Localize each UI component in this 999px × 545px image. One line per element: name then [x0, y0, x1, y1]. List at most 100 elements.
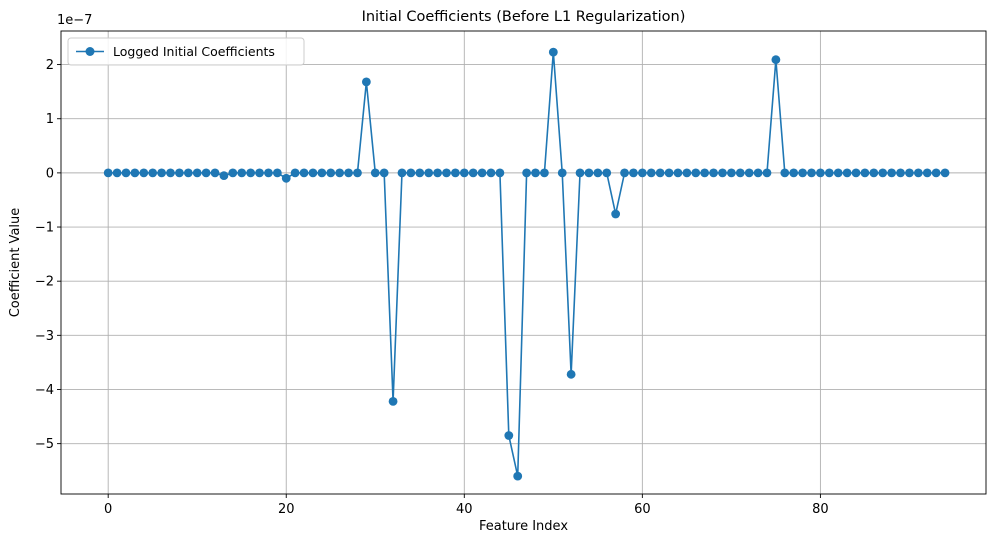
x-axis-label: Feature Index: [479, 519, 568, 534]
data-point: [442, 168, 451, 178]
data-point: [762, 168, 772, 178]
data-point: [584, 168, 594, 178]
x-tick-label: 60: [634, 502, 651, 517]
data-point: [593, 168, 603, 178]
data-point: [335, 168, 345, 178]
data-point: [513, 471, 523, 481]
data-point: [851, 168, 861, 178]
data-point: [361, 77, 371, 87]
data-point: [112, 168, 122, 178]
data-point: [798, 168, 807, 178]
data-point: [281, 173, 291, 183]
data-point: [646, 168, 656, 178]
data-point: [495, 168, 505, 178]
data-point: [931, 168, 941, 178]
y-tick-label: −2: [35, 275, 54, 290]
data-point: [121, 168, 131, 178]
x-tick-label: 40: [456, 502, 473, 517]
data-point: [629, 168, 638, 178]
data-point: [228, 168, 238, 178]
y-tick-label: −4: [35, 383, 54, 398]
data-point: [611, 209, 621, 219]
data-point: [637, 168, 647, 178]
data-point: [807, 168, 816, 178]
y-axis-label: Coefficient Value: [8, 208, 23, 318]
data-point: [575, 168, 585, 178]
data-point: [450, 168, 460, 178]
data-point: [655, 168, 665, 178]
x-tick-label: 0: [104, 502, 112, 517]
axis-ticks: 0 20 40 60 80 2 1 0 −1 −2 −3 −4 −5: [35, 58, 829, 517]
data-point: [744, 168, 754, 178]
data-point: [735, 168, 745, 178]
data-point: [664, 168, 674, 178]
legend-label: Logged Initial Coefficients: [113, 44, 275, 59]
x-tick-label: 20: [278, 502, 295, 517]
data-point: [718, 168, 727, 178]
data-point: [246, 168, 256, 178]
data-point: [726, 168, 736, 178]
data-point: [459, 168, 469, 178]
data-point: [406, 168, 416, 178]
data-point: [789, 168, 799, 178]
data-point: [522, 168, 532, 178]
y-tick-label: −5: [35, 437, 54, 452]
data-point: [130, 168, 140, 178]
series-layer: [103, 47, 950, 481]
data-point: [166, 168, 175, 178]
data-point: [201, 168, 211, 178]
y-tick-label: −1: [35, 221, 54, 236]
data-point: [264, 168, 273, 178]
data-point: [477, 168, 487, 178]
data-point: [424, 168, 434, 178]
data-point: [700, 168, 710, 178]
data-point: [139, 168, 149, 178]
data-point: [317, 168, 327, 178]
data-point: [878, 168, 888, 178]
chart-title: Initial Coefficients (Before L1 Regulari…: [362, 9, 686, 25]
data-point: [353, 168, 362, 178]
data-point: [415, 168, 425, 178]
data-point: [887, 168, 897, 178]
data-point: [602, 168, 612, 178]
data-point: [397, 168, 407, 178]
data-point: [148, 168, 158, 178]
data-point: [913, 168, 923, 178]
y-scale-label: 1e−7: [57, 13, 92, 28]
legend: Logged Initial Coefficients: [67, 37, 305, 66]
data-point: [896, 168, 905, 178]
data-point: [691, 168, 701, 178]
legend-box: [67, 37, 305, 66]
data-point: [192, 168, 202, 178]
data-point: [905, 168, 914, 178]
data-point: [540, 168, 549, 178]
legend-point-marker: [85, 47, 95, 56]
data-point: [922, 168, 932, 178]
y-tick-label: 0: [46, 166, 54, 181]
data-point: [504, 431, 514, 440]
data-point: [673, 168, 683, 178]
y-tick-label: 1: [46, 112, 54, 127]
data-point: [869, 168, 879, 178]
data-point: [682, 168, 692, 178]
data-point: [175, 168, 184, 178]
data-point: [183, 168, 193, 178]
data-point: [433, 168, 442, 178]
data-point: [531, 168, 540, 178]
data-point: [103, 168, 113, 178]
data-point: [219, 171, 229, 180]
data-point: [388, 397, 398, 406]
data-point: [308, 168, 318, 178]
data-point: [620, 168, 629, 178]
data-point: [370, 168, 380, 178]
data-point: [237, 168, 247, 178]
data-point: [379, 168, 389, 178]
data-point: [272, 168, 282, 178]
data-point: [842, 168, 852, 178]
data-point: [255, 168, 264, 178]
plot-frame: [60, 30, 987, 495]
y-tick-label: −3: [35, 329, 54, 344]
data-point: [548, 47, 558, 57]
